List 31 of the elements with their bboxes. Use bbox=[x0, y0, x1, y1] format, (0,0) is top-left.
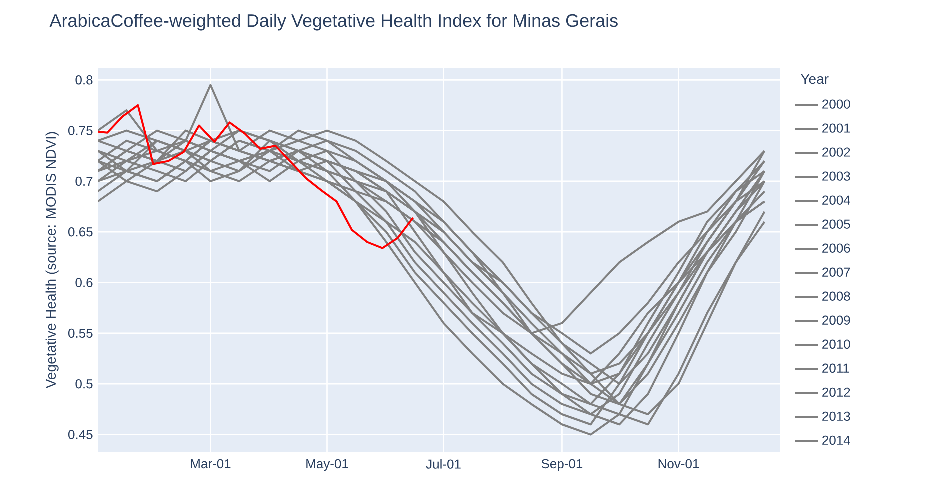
legend-label: 2000 bbox=[822, 100, 850, 109]
x-tick-label: Jul-01 bbox=[426, 459, 461, 469]
legend-label: 2011 bbox=[822, 364, 850, 374]
legend-title: Year bbox=[801, 74, 829, 84]
y-tick-label: 0.65 bbox=[68, 228, 93, 237]
x-tick-label: May-01 bbox=[306, 459, 348, 472]
y-axis-title: Vegetative Health (source: MODIS NDVI) bbox=[46, 132, 59, 389]
y-tick-label: 0.5 bbox=[76, 380, 93, 389]
y-tick-label: 0.55 bbox=[68, 328, 93, 338]
y-tick-label: 0.6 bbox=[76, 278, 93, 288]
legend-label: 2003 bbox=[822, 172, 850, 181]
legend-label: 2009 bbox=[822, 316, 850, 325]
y-tick-label: 0.7 bbox=[76, 176, 93, 186]
x-tick-label: Nov-01 bbox=[658, 459, 700, 469]
chart-title: ArabicaCoffee-weighted Daily Vegetative Health Index for Minas Gerais bbox=[50, 14, 618, 31]
y-tick-label: 0.75 bbox=[68, 126, 93, 136]
legend-label: 2002 bbox=[822, 148, 850, 157]
y-tick-label: 0.8 bbox=[76, 76, 93, 85]
legend-label: 2012 bbox=[822, 388, 850, 398]
x-tick-label: Sep-01 bbox=[542, 459, 583, 472]
legend-label: 2005 bbox=[822, 220, 850, 229]
legend-label: 2014 bbox=[822, 436, 850, 446]
legend-label: 2010 bbox=[822, 340, 850, 349]
legend-label: 2004 bbox=[822, 196, 850, 205]
legend-label: 2013 bbox=[822, 412, 850, 422]
x-tick-label: Mar-01 bbox=[191, 459, 231, 469]
y-tick-label: 0.45 bbox=[68, 430, 93, 440]
legend-label: 2006 bbox=[822, 244, 850, 253]
legend-label: 2007 bbox=[822, 268, 850, 277]
legend-label: 2001 bbox=[822, 124, 850, 133]
legend-label: 2008 bbox=[822, 292, 850, 301]
